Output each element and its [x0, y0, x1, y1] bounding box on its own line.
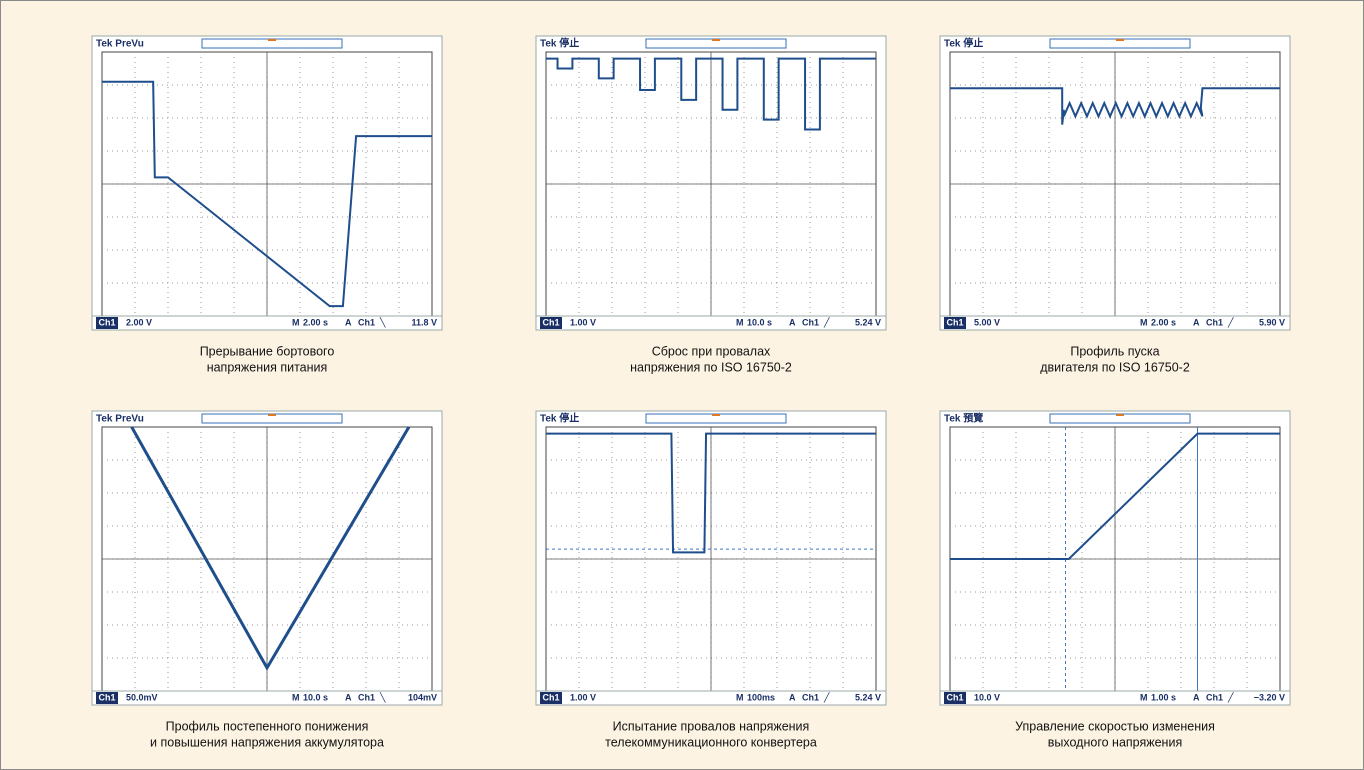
time-mode: M	[736, 317, 744, 327]
trigger-slope: ╱	[823, 316, 830, 328]
time-per-div: 100ms	[747, 692, 775, 702]
trigger-mode: A	[1193, 317, 1200, 327]
caption-line: и повышения напряжения аккумулятора	[150, 735, 384, 749]
caption-line: Управление скоростью изменения	[1015, 719, 1215, 733]
volts-per-div: 1.00 V	[570, 692, 596, 702]
time-mode: M	[736, 692, 744, 702]
trigger-source: Ch1	[1206, 692, 1223, 702]
time-mode: M	[292, 317, 300, 327]
volts-per-div: 10.0 V	[974, 692, 1000, 702]
caption-line: телекоммуникационного конвертера	[605, 735, 817, 749]
trigger-level: 5.24 V	[855, 317, 881, 327]
scope-header: Tek 停止	[944, 37, 983, 50]
time-per-div: 10.0 s	[303, 692, 328, 702]
volts-per-div: 1.00 V	[570, 317, 596, 327]
scope-header: Tek 預覽	[944, 412, 983, 425]
volts-per-div: 50.0mV	[126, 692, 158, 702]
caption-line: напряжения по ISO 16750-2	[630, 360, 792, 374]
trigger-slope: ╲	[379, 316, 386, 328]
caption-line: двигателя по ISO 16750-2	[1040, 360, 1190, 374]
trigger-slope: ╱	[1227, 316, 1234, 328]
channel-label: Ch1	[542, 692, 559, 702]
trigger-source: Ch1	[802, 317, 819, 327]
channel-label: Ch1	[542, 317, 559, 327]
page: Tek PreVuCh12.00 VM2.00 sACh1╲11.8 VПрер…	[0, 0, 1364, 770]
trigger-slope: ╱	[1227, 691, 1234, 703]
scope-header: Tek 停止	[540, 412, 579, 425]
time-mode: M	[292, 692, 300, 702]
scope-header: Tek 停止	[540, 37, 579, 50]
caption-line: Профиль пуска	[1070, 344, 1159, 358]
trigger-source: Ch1	[358, 317, 375, 327]
caption-line: Испытание провалов напряжения	[613, 719, 810, 733]
volts-per-div: 5.00 V	[974, 317, 1000, 327]
channel-label: Ch1	[98, 317, 115, 327]
figure: Tek PreVuCh12.00 VM2.00 sACh1╲11.8 VПрер…	[0, 0, 1364, 770]
trigger-source: Ch1	[802, 692, 819, 702]
scope-header: Tek PreVu	[96, 39, 144, 50]
trigger-mode: A	[345, 692, 352, 702]
caption-line: Профиль постепенного понижения	[166, 719, 369, 733]
trigger-mode: A	[789, 692, 796, 702]
volts-per-div: 2.00 V	[126, 317, 152, 327]
time-per-div: 2.00 s	[1151, 317, 1176, 327]
caption-line: Сброс при провалах	[652, 344, 771, 358]
time-mode: M	[1140, 692, 1148, 702]
trigger-level: 5.24 V	[855, 692, 881, 702]
trigger-slope: ╱	[823, 691, 830, 703]
trigger-source: Ch1	[358, 692, 375, 702]
caption-line: Прерывание бортового	[200, 344, 335, 358]
trigger-mode: A	[345, 317, 352, 327]
caption-line: напряжения питания	[207, 360, 328, 374]
channel-label: Ch1	[98, 692, 115, 702]
time-per-div: 2.00 s	[303, 317, 328, 327]
channel-label: Ch1	[946, 692, 963, 702]
trigger-mode: A	[1193, 692, 1200, 702]
trigger-level: 104mV	[408, 692, 437, 702]
caption-line: выходного напряжения	[1048, 735, 1182, 749]
trigger-mode: A	[789, 317, 796, 327]
scope-header: Tek PreVu	[96, 414, 144, 425]
trigger-source: Ch1	[1206, 317, 1223, 327]
channel-label: Ch1	[946, 317, 963, 327]
trigger-level: −3.20 V	[1254, 692, 1285, 702]
time-per-div: 1.00 s	[1151, 692, 1176, 702]
trigger-level: 5.90 V	[1259, 317, 1285, 327]
time-per-div: 10.0 s	[747, 317, 772, 327]
trigger-level: 11.8 V	[411, 317, 437, 327]
trigger-slope: ╲	[379, 691, 386, 703]
time-mode: M	[1140, 317, 1148, 327]
